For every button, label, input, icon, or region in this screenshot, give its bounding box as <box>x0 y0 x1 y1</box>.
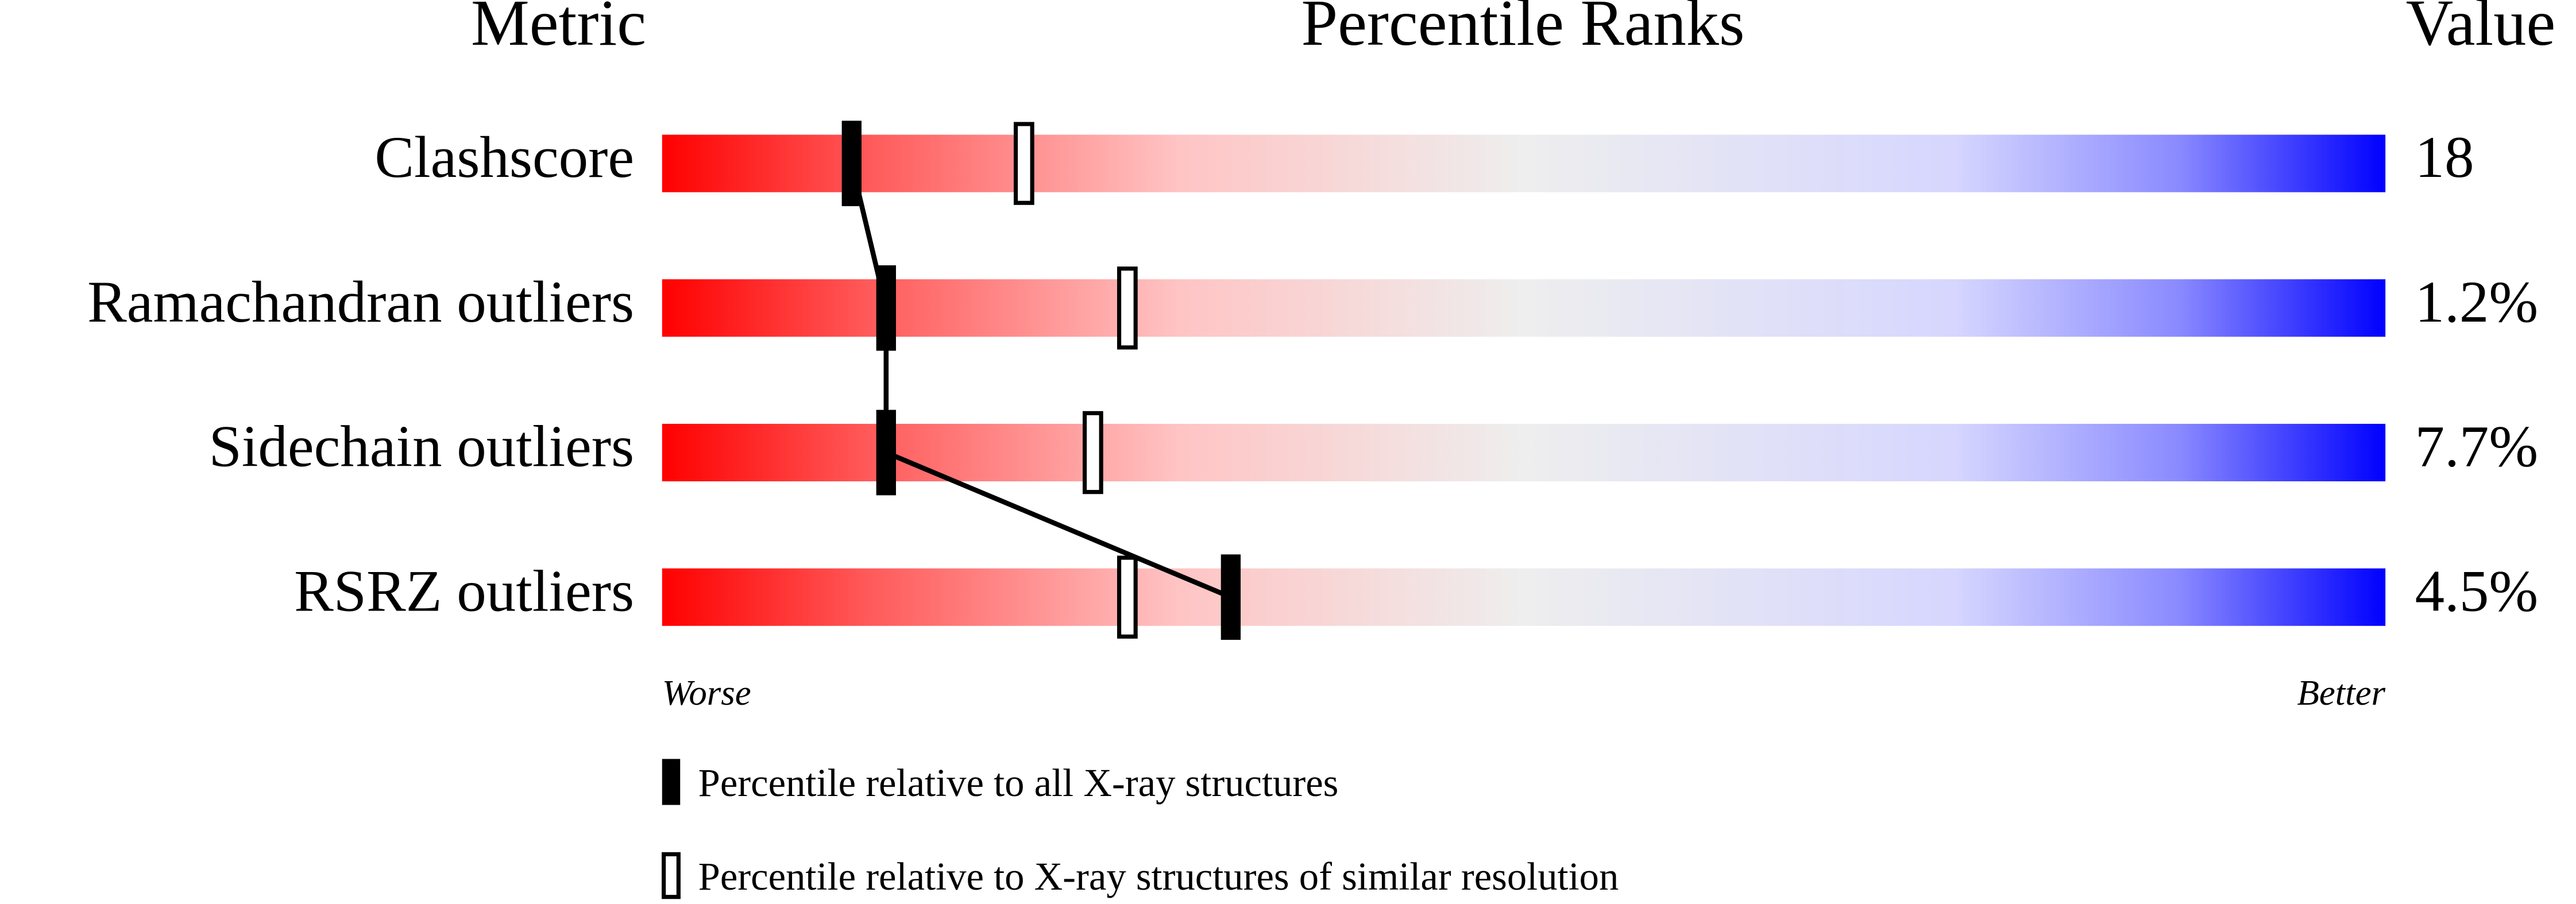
metric-value: 1.2% <box>2415 269 2538 335</box>
percentile-bar <box>662 279 2386 337</box>
legend-label: Percentile relative to all X-ray structu… <box>698 761 1339 805</box>
metric-label: Clashscore <box>374 125 634 190</box>
percentile-marker <box>876 265 896 351</box>
legend-swatch <box>662 852 681 899</box>
legend-swatch <box>662 759 681 805</box>
worse-label: Worse <box>662 673 751 713</box>
metric-label: Ramachandran outliers <box>87 269 634 335</box>
percentile-marker-open <box>1117 555 1138 639</box>
metric-value: 7.7% <box>2415 414 2538 480</box>
better-label: Better <box>2297 673 2385 713</box>
metric-value: 4.5% <box>2415 558 2538 624</box>
legend-label: Percentile relative to X-ray structures … <box>698 855 1619 898</box>
ranks-header: Percentile Ranks <box>1301 0 1745 59</box>
metric-header: Metric <box>471 0 646 59</box>
percentile-bar <box>662 134 2386 192</box>
percentile-marker <box>841 121 862 206</box>
percentile-marker <box>1221 554 1241 640</box>
metric-label: RSRZ outliers <box>294 558 634 624</box>
percentile-marker-open <box>1082 411 1103 495</box>
metric-label: Sidechain outliers <box>209 414 635 480</box>
percentile-marker-open <box>1117 266 1138 350</box>
percentile-marker-open <box>1013 122 1034 205</box>
value-header: Value <box>2406 0 2556 59</box>
metric-value: 18 <box>2415 125 2474 190</box>
percentile-marker <box>876 409 896 496</box>
rank-connector <box>849 163 1232 600</box>
percentile-bar <box>662 568 2386 626</box>
percentile-bar <box>662 423 2386 482</box>
